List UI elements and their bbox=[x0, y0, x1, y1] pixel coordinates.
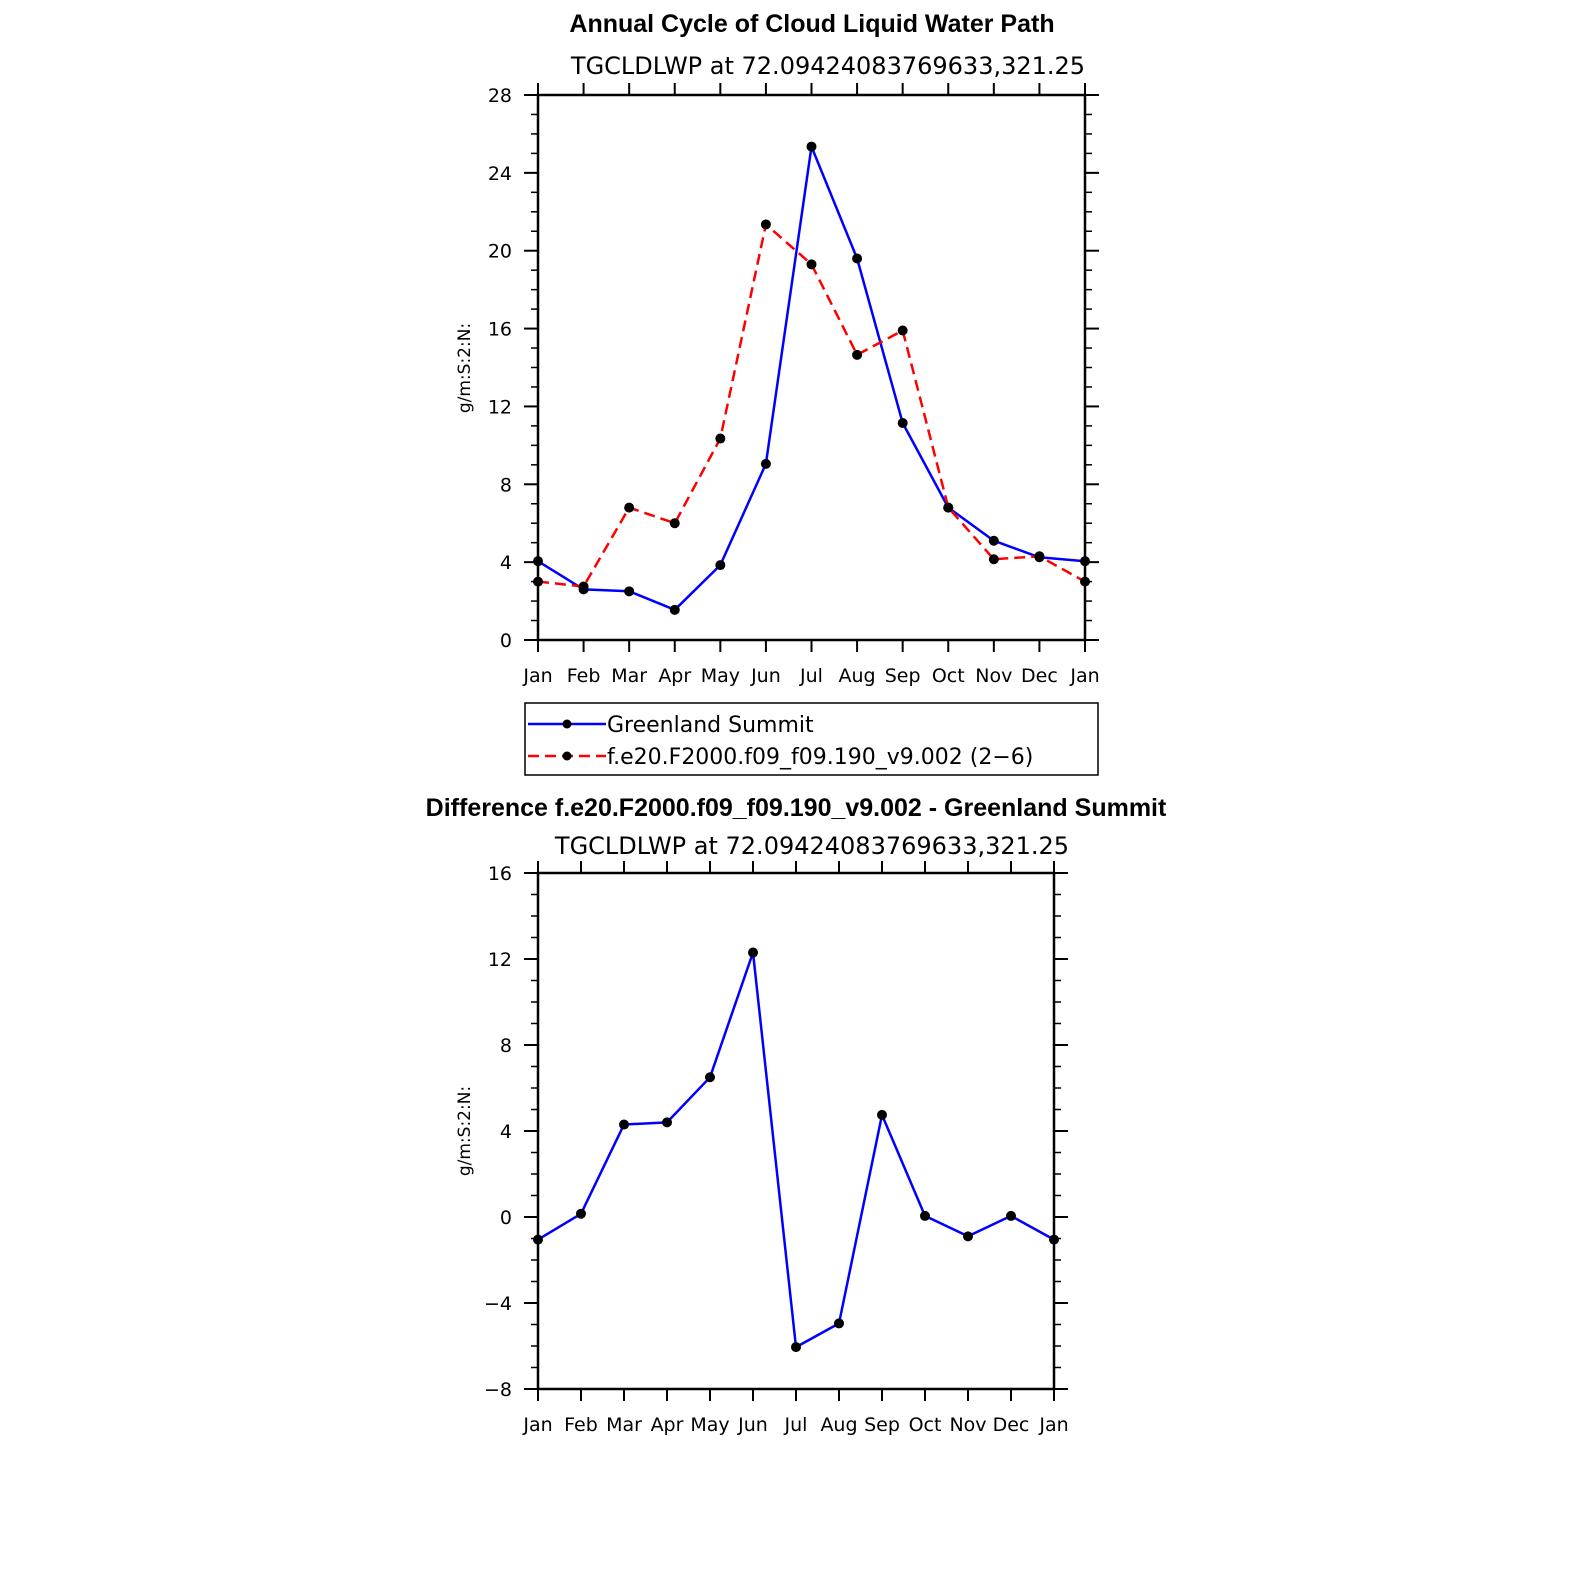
data-point-series-1 bbox=[791, 1342, 801, 1353]
y-tick-label: −8 bbox=[484, 1379, 512, 1401]
x-tick-label: Jul bbox=[784, 1414, 808, 1436]
data-point-series-1 bbox=[897, 417, 908, 428]
x-tick-label: Dec bbox=[1021, 665, 1058, 687]
y-tick-label: 8 bbox=[500, 474, 512, 496]
x-tick-label: Feb bbox=[567, 665, 601, 687]
x-tick-label: Dec bbox=[993, 1414, 1030, 1436]
data-point-series-2 bbox=[669, 518, 680, 529]
x-tick-label: Nov bbox=[949, 1414, 986, 1436]
data-point-series-1 bbox=[963, 1231, 973, 1242]
y-tick-label: 20 bbox=[488, 241, 512, 263]
x-tick-label: May bbox=[690, 1414, 729, 1436]
y-tick-label: 0 bbox=[500, 1207, 512, 1229]
data-point-series-2 bbox=[943, 502, 954, 513]
chart-subtitle: TGCLDLWP at 72.09424083769633,321.25 bbox=[570, 52, 1085, 80]
y-axis-label: g/m:S:2:N: bbox=[455, 323, 475, 413]
data-point-series-2 bbox=[578, 581, 589, 592]
y-tick-label: 8 bbox=[500, 1035, 512, 1057]
y-tick-label: 24 bbox=[488, 163, 512, 185]
data-point-series-1 bbox=[988, 535, 999, 546]
legend-box bbox=[524, 702, 1099, 776]
data-point-series-1 bbox=[1049, 1234, 1059, 1245]
data-point-series-1 bbox=[760, 458, 771, 469]
data-point-series-1 bbox=[715, 560, 726, 571]
legend-label-greenland-summit: Greenland Summit bbox=[607, 713, 814, 738]
x-tick-label: Nov bbox=[975, 665, 1012, 687]
data-point-series-2 bbox=[760, 219, 771, 230]
x-tick-label: Jan bbox=[1038, 1414, 1068, 1436]
x-tick-label: Jan bbox=[522, 1414, 552, 1436]
data-point-series-1 bbox=[834, 1318, 844, 1329]
x-tick-label: Mar bbox=[611, 665, 647, 687]
data-point-series-1 bbox=[619, 1119, 629, 1130]
data-point-series-1 bbox=[1006, 1210, 1016, 1221]
data-point-series-2 bbox=[988, 554, 999, 565]
y-tick-label: 4 bbox=[500, 1121, 512, 1143]
data-point-series-2 bbox=[533, 576, 543, 587]
plot-frame bbox=[536, 871, 1056, 1391]
y-tick-label: 16 bbox=[488, 863, 512, 885]
data-point-series-1 bbox=[1080, 556, 1090, 567]
y-tick-label: 16 bbox=[488, 319, 512, 341]
legend: Greenland Summit f.e20.F2000.f09_f09.190… bbox=[524, 702, 1099, 776]
x-tick-label: Oct bbox=[932, 665, 965, 687]
data-point-series-1 bbox=[920, 1210, 930, 1221]
x-tick-label: Feb bbox=[564, 1414, 598, 1436]
series-line-2 bbox=[537, 223, 1086, 588]
data-point-series-2 bbox=[852, 349, 863, 360]
plot-area: Jan Feb Mar Apr May Jun Jul Aug Sep Oct Nov Dec Jan−… bbox=[484, 861, 1069, 1436]
series-line-1 bbox=[537, 951, 1055, 1349]
x-tick-label: Jul bbox=[799, 665, 823, 687]
data-point-series-2 bbox=[1034, 551, 1045, 562]
data-point-series-2 bbox=[624, 502, 635, 513]
x-tick-label: Oct bbox=[909, 1414, 942, 1436]
y-tick-label: 12 bbox=[488, 396, 512, 418]
legend-label-model: f.e20.F2000.f09_f09.190_v9.002 (2−6) bbox=[607, 745, 1033, 770]
data-point-series-1 bbox=[662, 1117, 672, 1128]
chart-subtitle: TGCLDLWP at 72.09424083769633,321.25 bbox=[554, 832, 1069, 860]
data-point-series-1 bbox=[576, 1208, 586, 1219]
x-tick-label: Apr bbox=[658, 665, 691, 687]
data-point-series-1 bbox=[669, 604, 680, 615]
data-point-series-1 bbox=[624, 586, 635, 597]
data-point-series-1 bbox=[705, 1072, 715, 1083]
x-tick-label: Sep bbox=[864, 1414, 900, 1436]
data-point-series-1 bbox=[533, 556, 543, 567]
x-tick-label: Apr bbox=[651, 1414, 684, 1436]
data-point-series-1 bbox=[533, 1234, 543, 1245]
data-point-series-1 bbox=[852, 253, 863, 264]
data-point-series-1 bbox=[877, 1109, 887, 1120]
x-tick-label: Sep bbox=[885, 665, 921, 687]
series-line-1 bbox=[537, 145, 1086, 612]
legend-marker-greenland-summit bbox=[562, 719, 572, 729]
y-tick-label: −4 bbox=[484, 1293, 512, 1315]
x-tick-label: Jan bbox=[1069, 665, 1099, 687]
data-point-series-2 bbox=[1080, 576, 1090, 587]
x-tick-label: Jan bbox=[522, 665, 552, 687]
x-tick-label: Aug bbox=[820, 1414, 857, 1436]
x-tick-label: Mar bbox=[606, 1414, 642, 1436]
y-tick-label: 0 bbox=[500, 630, 512, 652]
difference-panel: Difference f.e20.F2000.f09_f09.190_v9.00… bbox=[426, 794, 1167, 1436]
x-tick-label: Jun bbox=[737, 1414, 768, 1436]
data-point-series-1 bbox=[748, 947, 758, 958]
legend-marker-model bbox=[562, 751, 572, 761]
x-tick-label: Aug bbox=[839, 665, 876, 687]
x-tick-label: May bbox=[701, 665, 740, 687]
y-tick-label: 4 bbox=[500, 552, 512, 574]
data-point-series-2 bbox=[715, 433, 726, 444]
data-point-series-1 bbox=[806, 141, 817, 152]
chart-title: Annual Cycle of Cloud Liquid Water Path bbox=[569, 10, 1054, 38]
y-axis-label: g/m:S:2:N: bbox=[455, 1086, 475, 1176]
y-tick-label: 12 bbox=[488, 949, 512, 971]
annual-cycle-panel: Annual Cycle of Cloud Liquid Water Path … bbox=[455, 10, 1100, 776]
plot-area: Jan Feb Mar Apr May Jun Jul Aug Sep Oct Nov Dec Jan 0… bbox=[488, 83, 1100, 687]
chart-title: Difference f.e20.F2000.f09_f09.190_v9.00… bbox=[426, 794, 1167, 822]
x-tick-label: Jun bbox=[750, 665, 781, 687]
data-point-series-2 bbox=[806, 259, 817, 270]
data-point-series-2 bbox=[897, 325, 908, 336]
y-tick-label: 28 bbox=[488, 85, 512, 107]
